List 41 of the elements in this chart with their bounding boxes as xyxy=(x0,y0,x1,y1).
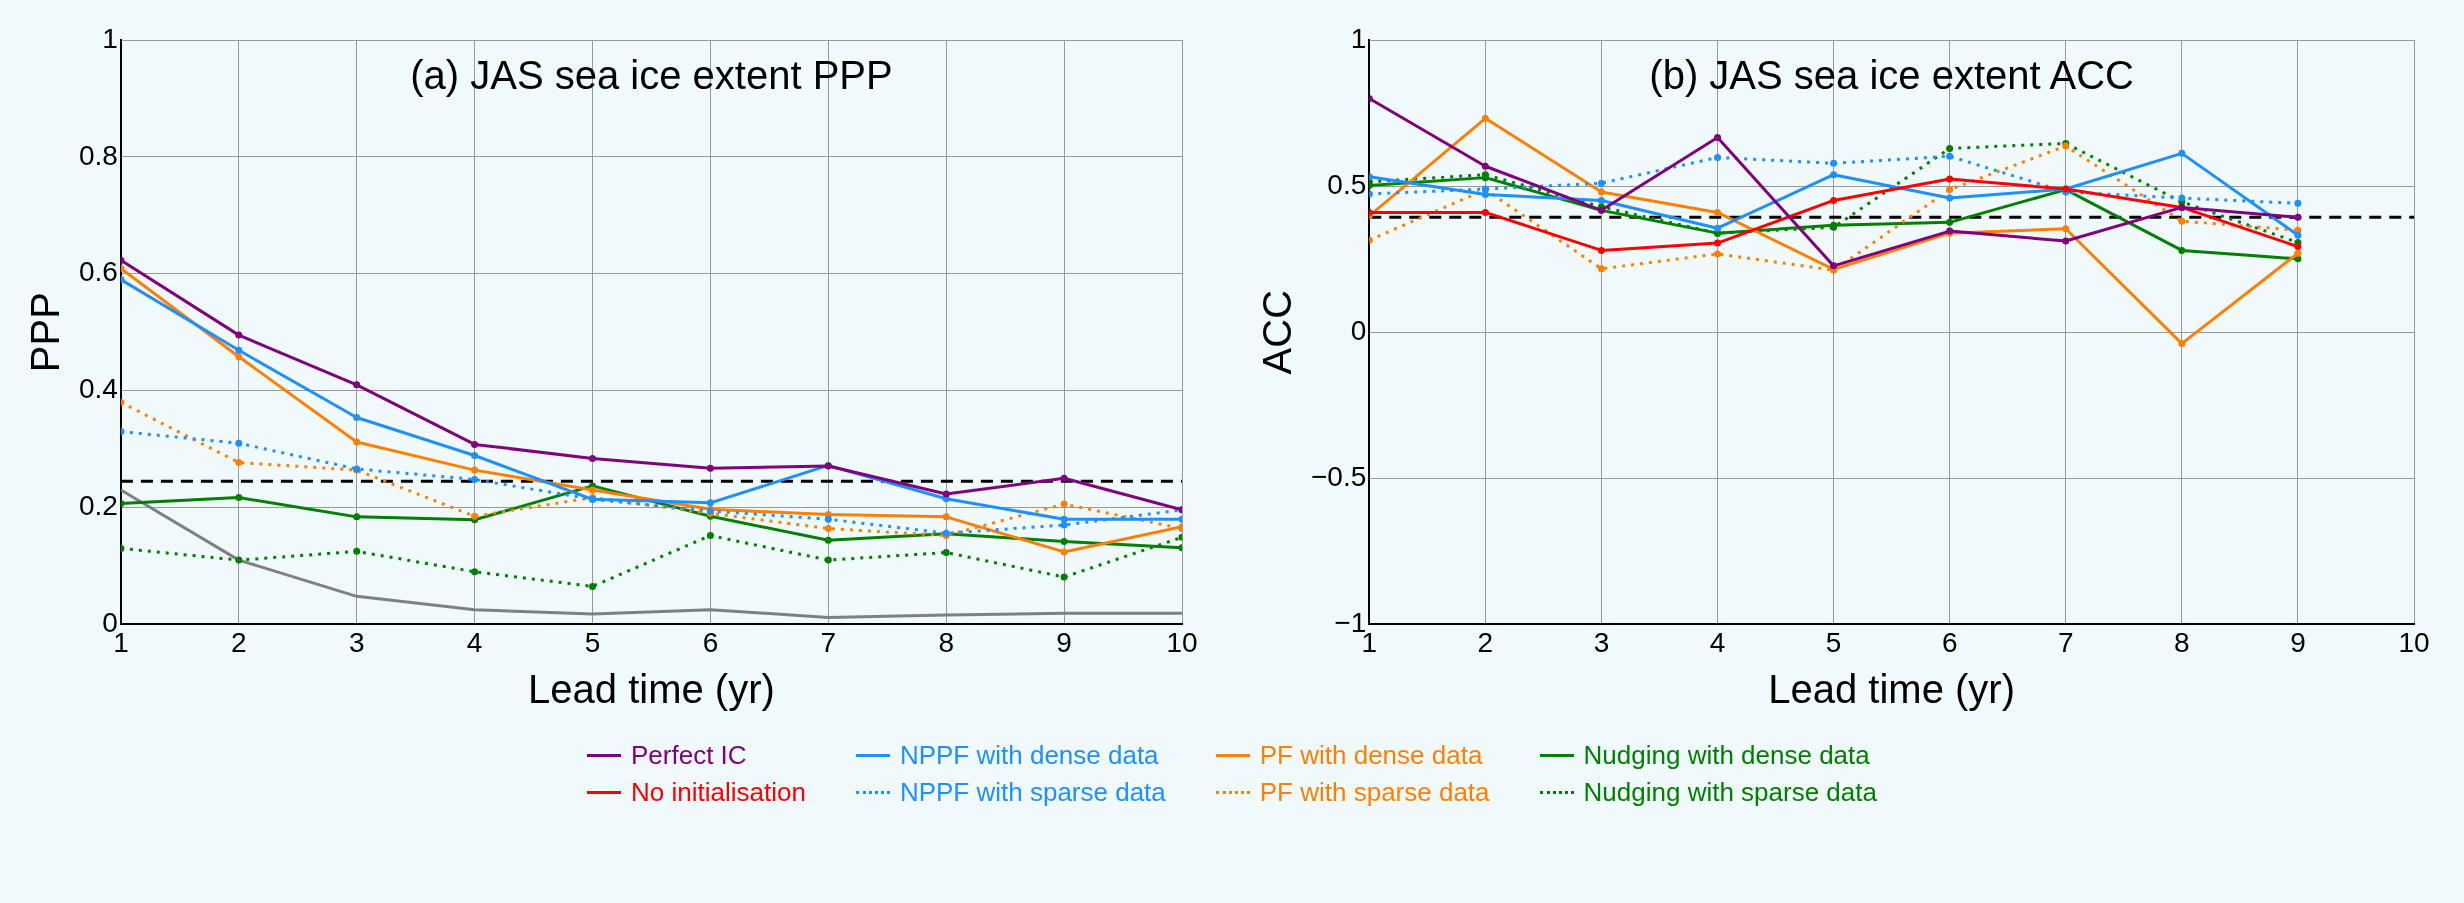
x-tick-label: 4 xyxy=(1709,626,1726,658)
legend-label: No initialisation xyxy=(631,777,806,808)
legend-label: Nudging with sparse data xyxy=(1583,777,1877,808)
legend-label: NPPF with dense data xyxy=(899,740,1159,771)
legend-label: PF with sparse data xyxy=(1259,777,1490,808)
x-tick-label: 6 xyxy=(702,626,719,658)
x-tick-label: 4 xyxy=(466,626,483,658)
y-tick-label: 0 xyxy=(1350,314,1367,346)
y-tick-label: 0.5 xyxy=(1327,168,1367,200)
legend-label: Nudging with dense data xyxy=(1583,740,1870,771)
legend-label: Perfect IC xyxy=(631,740,747,771)
x-tick-label: 5 xyxy=(584,626,601,658)
x-tick-label: 10 xyxy=(1166,626,1198,658)
x-tick-label: 5 xyxy=(1825,626,1842,658)
y-tick-label: 0.4 xyxy=(78,373,118,405)
y-tick-label: 1 xyxy=(102,22,118,54)
x-tick-label: 8 xyxy=(938,626,954,658)
y-axis-title: ACC xyxy=(1255,289,1300,375)
chart-title: (b) JAS sea ice extent ACC xyxy=(1649,53,2134,98)
y-tick-label: 1 xyxy=(1350,22,1367,54)
x-tick-label: 10 xyxy=(2398,626,2430,658)
chart-title: (a) JAS sea ice extent PPP xyxy=(410,53,893,98)
x-tick-label: 9 xyxy=(2290,626,2306,658)
y-tick-label: 0.8 xyxy=(78,139,118,171)
y-tick-label: −0.5 xyxy=(1310,461,1367,493)
x-axis-title: Lead time (yr) xyxy=(1768,667,2016,712)
x-tick-label: 7 xyxy=(820,626,837,658)
x-tick-label: 7 xyxy=(2057,626,2074,658)
x-tick-label: 6 xyxy=(1941,626,1958,658)
x-tick-label: 2 xyxy=(1477,626,1494,658)
x-tick-label: 3 xyxy=(348,626,365,658)
y-axis-title: PPP xyxy=(23,292,68,373)
y-tick-label: 0.2 xyxy=(78,490,118,522)
x-axis-title: Lead time (yr) xyxy=(528,667,775,712)
x-tick-label: 3 xyxy=(1593,626,1610,658)
legend-label: NPPF with sparse data xyxy=(899,777,1166,808)
y-tick-label: 0.6 xyxy=(78,256,118,288)
legend-label: PF with dense data xyxy=(1259,740,1483,771)
x-tick-label: 2 xyxy=(231,626,247,658)
x-tick-label: 9 xyxy=(1056,626,1072,658)
x-tick-label: 8 xyxy=(2174,626,2190,658)
